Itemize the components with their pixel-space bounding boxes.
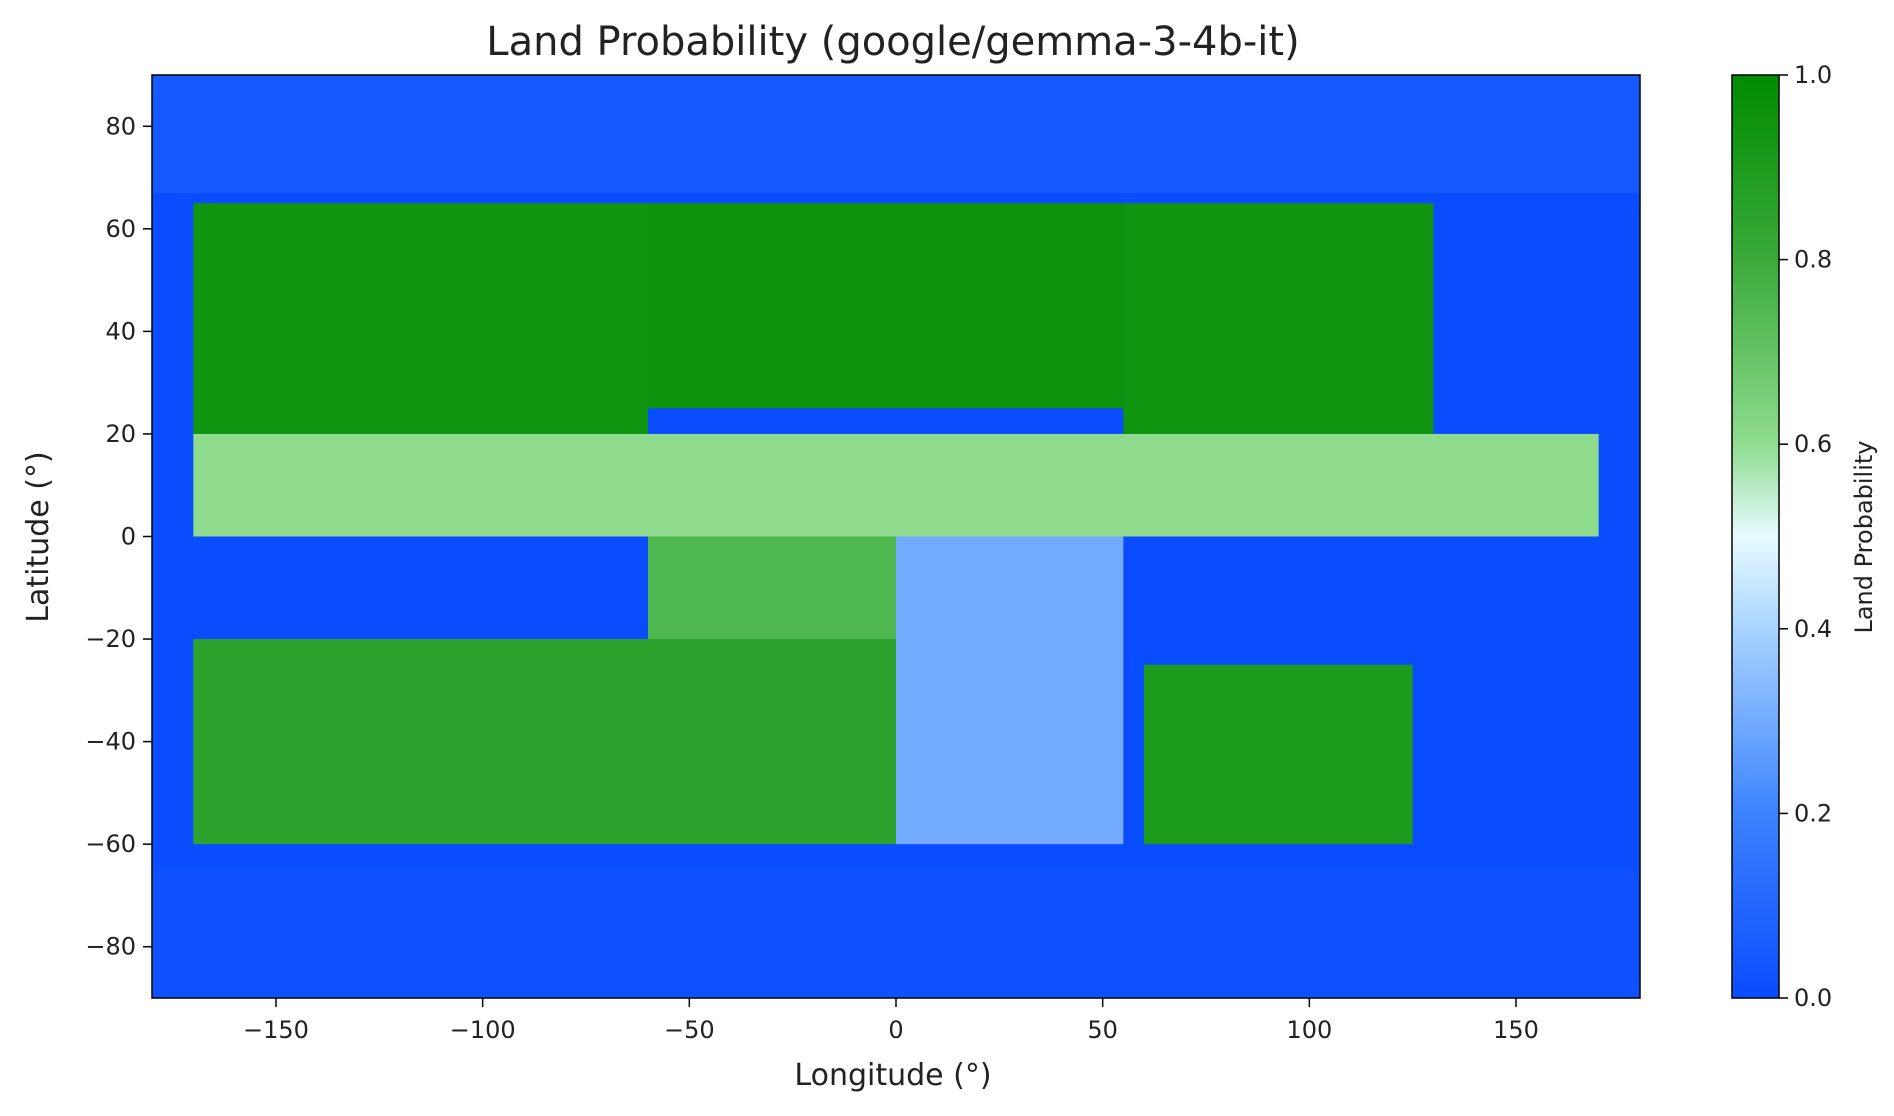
- heatmap-cells: [152, 75, 1640, 998]
- y-tick-label: −60: [85, 830, 136, 858]
- x-tick-label: 100: [1286, 1016, 1332, 1044]
- heatmap-region: [896, 536, 1124, 845]
- colorbar-tick-label: 0.0: [1794, 984, 1832, 1012]
- heatmap-region: [193, 639, 897, 845]
- x-tick-label: 50: [1087, 1016, 1118, 1044]
- colorbar-tick-label: 0.2: [1794, 799, 1832, 827]
- colorbar-tick-label: 0.8: [1794, 246, 1832, 274]
- y-tick-label: −80: [85, 933, 136, 961]
- y-tick-label: 80: [105, 112, 136, 140]
- y-tick-label: 20: [105, 420, 136, 448]
- x-axis-ticks: −150 −100 −50 0 50 100 150: [243, 998, 1539, 1044]
- colorbar-tick-label: 1.0: [1794, 61, 1832, 89]
- colorbar-tick-label: 0.6: [1794, 430, 1832, 458]
- chart-title: Land Probability (google/gemma-3-4b-it): [486, 19, 1299, 65]
- y-tick-label: 60: [105, 215, 136, 243]
- x-tick-label: −150: [243, 1016, 309, 1044]
- y-tick-label: 0: [121, 523, 136, 551]
- heatmap-region: [648, 536, 896, 640]
- x-tick-label: −50: [664, 1016, 715, 1044]
- y-tick-label: −40: [85, 728, 136, 756]
- heatmap-region: [1144, 664, 1413, 845]
- y-tick-label: 40: [105, 317, 136, 345]
- colorbar-tick-label: 0.4: [1794, 615, 1832, 643]
- y-axis-ticks: −80 −60 −40 −20 0 20 40 60 80: [85, 112, 152, 961]
- y-axis-label: Latitude (°): [21, 451, 56, 622]
- heatmap-region: [648, 203, 1124, 409]
- heatmap-region: [152, 869, 1640, 998]
- x-axis-label: Longitude (°): [794, 1058, 991, 1093]
- x-tick-label: 150: [1493, 1016, 1539, 1044]
- heatmap-region: [193, 433, 1599, 537]
- heatmap-region: [152, 75, 1640, 193]
- y-tick-label: −20: [85, 625, 136, 653]
- colorbar-ticks: 0.0 0.2 0.4 0.6 0.8 1.0: [1779, 61, 1832, 1012]
- plot-area: −150 −100 −50 0 50 100 150 −80 −60 −40 −20 0 20 40 60…: [85, 74, 1641, 1044]
- heatmap-region: [1123, 203, 1434, 434]
- colorbar: 0.0 0.2 0.4 0.6 0.8 1.0 Land Probability: [1731, 61, 1878, 1012]
- colorbar-label: Land Probability: [1850, 440, 1878, 633]
- x-tick-label: 0: [888, 1016, 903, 1044]
- heatmap-region: [193, 203, 649, 434]
- x-tick-label: −100: [450, 1016, 516, 1044]
- colorbar-gradient: [1731, 74, 1780, 999]
